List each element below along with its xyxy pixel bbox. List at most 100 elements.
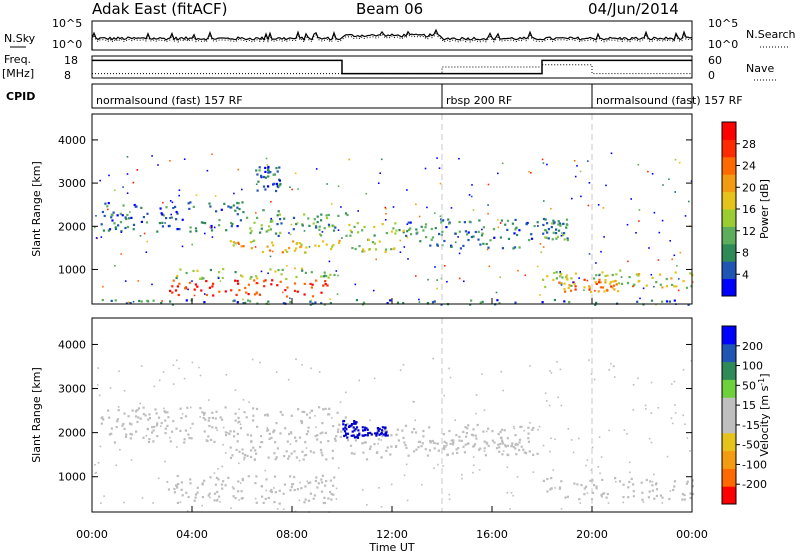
heatmap-cell (689, 450, 691, 452)
heatmap-cell (194, 227, 198, 230)
heatmap-cell (180, 417, 183, 420)
heatmap-cell (209, 268, 212, 272)
heatmap-cell (109, 387, 112, 389)
heatmap-cell (499, 236, 502, 239)
heatmap-cell (130, 216, 133, 219)
heatmap-cell (238, 450, 241, 453)
heatmap-cell (377, 429, 380, 432)
colorbar-swatch (722, 122, 736, 140)
heatmap-cell (271, 250, 274, 253)
heatmap-cell (544, 236, 547, 239)
heatmap-cell (487, 204, 489, 206)
heatmap-cell (199, 407, 202, 410)
heatmap-cell (137, 407, 140, 410)
heatmap-cell (110, 427, 113, 430)
heatmap-cell (514, 301, 517, 304)
heatmap-cell (375, 258, 377, 261)
heatmap-cell (140, 300, 143, 303)
heatmap-cell (296, 222, 299, 224)
heatmap-cell (627, 260, 629, 263)
nsky-tick-top: 10^5 (52, 17, 82, 30)
heatmap-cell (409, 227, 412, 230)
heatmap-cell (177, 483, 180, 486)
heatmap-cell (195, 194, 198, 196)
heatmap-cell (568, 301, 571, 304)
heatmap-cell (483, 450, 486, 452)
heatmap-cell (609, 281, 612, 284)
heatmap-cell (97, 462, 100, 464)
heatmap-cell (487, 444, 490, 447)
heatmap-cell (230, 225, 233, 228)
heatmap-cell (384, 250, 387, 253)
heatmap-cell (517, 269, 519, 272)
heatmap-cell (321, 431, 324, 434)
heatmap-cell (139, 402, 141, 405)
heatmap-cell (281, 251, 284, 254)
heatmap-cell (378, 427, 381, 430)
nave-label: Nave (746, 62, 774, 75)
heatmap-cell (370, 433, 373, 436)
heatmap-cell (102, 229, 105, 232)
heatmap-cell (100, 422, 103, 425)
heatmap-cell (472, 235, 475, 238)
heatmap-cell (323, 271, 326, 274)
heatmap-cell (620, 276, 623, 278)
heatmap-cell (234, 279, 237, 282)
heatmap-cell (137, 280, 140, 282)
heatmap-cell (546, 222, 549, 225)
heatmap-cell (110, 432, 113, 435)
heatmap-cell (350, 231, 353, 234)
heatmap-cell (411, 431, 414, 434)
heatmap-cell (267, 229, 270, 232)
heatmap-cell (221, 276, 224, 280)
heatmap-cell (433, 447, 436, 450)
heatmap-cell (353, 225, 356, 228)
heatmap-cell (526, 221, 529, 225)
heatmap-cell (555, 271, 558, 274)
heatmap-cell (523, 451, 526, 454)
heatmap-cell (598, 274, 600, 277)
heatmap-cell (187, 202, 190, 205)
heatmap-cell (307, 482, 310, 485)
heatmap-cell (464, 443, 467, 446)
heatmap-cell (132, 300, 135, 303)
heatmap-cell (132, 181, 135, 184)
colorbar-tick-label: 100 (742, 360, 763, 373)
heatmap-cell (141, 497, 144, 499)
heatmap-cell (349, 229, 352, 232)
heatmap-cell (587, 160, 589, 162)
heatmap-cell (283, 455, 286, 458)
heatmap-cell (638, 279, 641, 282)
heatmap-cell (577, 437, 580, 440)
heatmap-cell (252, 419, 255, 422)
heatmap-cell (536, 265, 539, 268)
heatmap-cell (557, 220, 560, 223)
heatmap-cell (525, 452, 528, 455)
heatmap-cell (115, 426, 118, 429)
heatmap-cell (372, 289, 375, 292)
heatmap-cell (500, 428, 504, 431)
power-separators (441, 114, 593, 304)
heatmap-cell (327, 223, 331, 226)
heatmap-cell (467, 238, 470, 242)
heatmap-cell (129, 432, 132, 436)
heatmap-cell (328, 225, 331, 228)
heatmap-cell (473, 464, 475, 467)
heatmap-cell (444, 445, 447, 448)
heatmap-cell (446, 444, 448, 447)
heatmap-cell (351, 247, 354, 250)
heatmap-cell (114, 227, 118, 230)
heatmap-cell (277, 234, 280, 237)
colorbar-swatch (722, 226, 736, 245)
heatmap-cell (363, 441, 366, 444)
heatmap-cell (241, 477, 244, 481)
heatmap-cell (126, 192, 129, 194)
heatmap-cell (650, 381, 653, 384)
heatmap-cell (384, 430, 387, 433)
heatmap-cell (651, 276, 654, 279)
nsearch-tick-bottom: 10^0 (708, 38, 738, 51)
heatmap-cell (343, 434, 346, 438)
heatmap-cell (153, 385, 156, 388)
heatmap-cell (107, 229, 110, 232)
heatmap-cell (632, 495, 635, 498)
